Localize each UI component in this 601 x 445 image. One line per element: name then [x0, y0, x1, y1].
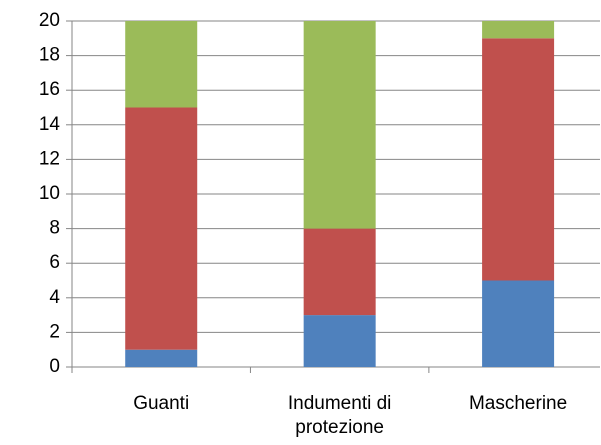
bar-segment [125, 21, 198, 108]
bar-segment [125, 349, 198, 367]
y-tick-label: 14 [39, 114, 61, 135]
bar-segment [303, 315, 376, 367]
bar-segment [303, 21, 376, 229]
bar-segment [125, 107, 198, 350]
y-tick-label: 0 [49, 356, 60, 377]
x-tick-label: Indumenti di protezione [287, 393, 392, 438]
y-tick-label: 2 [49, 321, 60, 342]
y-tick-label: 10 [39, 183, 60, 204]
y-tick-label: 20 [39, 10, 60, 31]
bar-segment [482, 38, 555, 281]
y-tick-label: 8 [49, 218, 60, 239]
y-tick-label: 4 [49, 287, 60, 308]
bar-segment [482, 21, 555, 39]
y-tick-label: 12 [39, 148, 60, 169]
y-tick-label: 6 [49, 252, 60, 273]
bar-segment [303, 228, 376, 316]
y-tick-label: 16 [39, 79, 60, 100]
x-tick-label: Guanti [133, 393, 190, 414]
x-tick-label: Mascherine [468, 393, 568, 414]
y-tick-label: 18 [39, 45, 60, 66]
bar-segment [482, 280, 555, 367]
